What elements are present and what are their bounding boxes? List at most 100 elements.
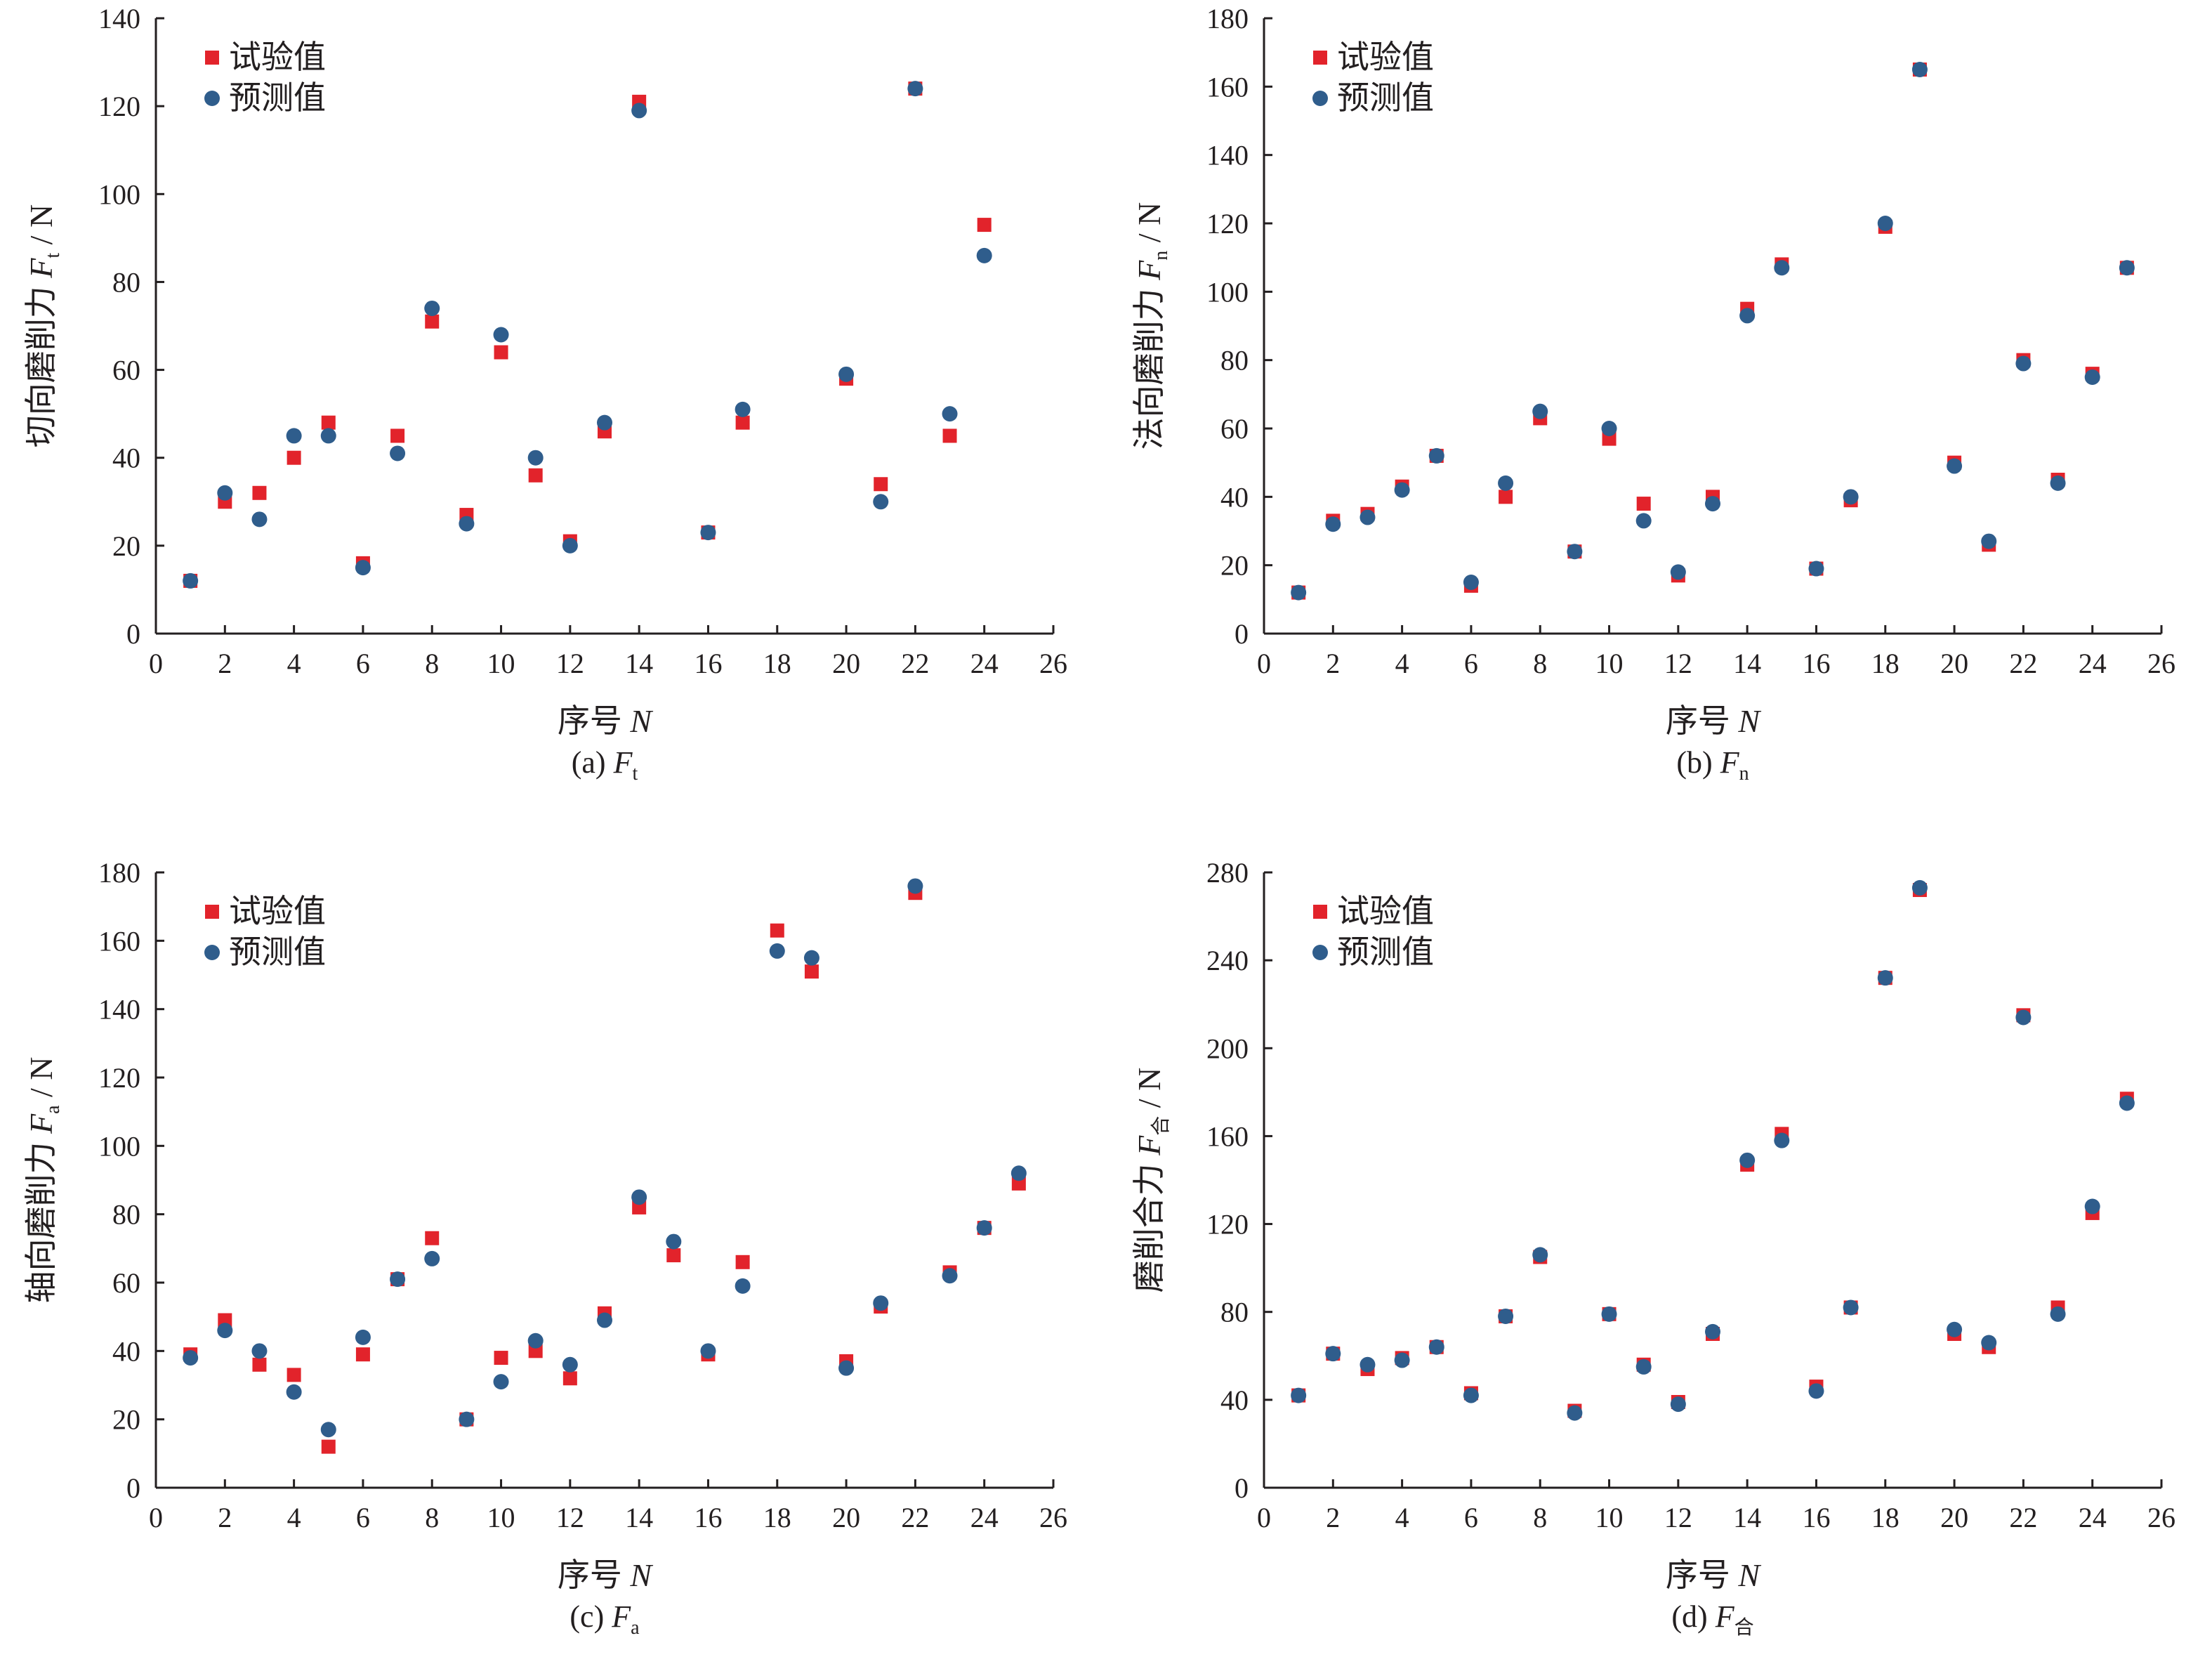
x-tick-label: 0 bbox=[1257, 648, 1271, 679]
data-point-predicted bbox=[1291, 1387, 1307, 1403]
y-tick-label: 280 bbox=[1206, 857, 1249, 889]
data-point-predicted bbox=[942, 1268, 958, 1284]
x-tick-label: 12 bbox=[556, 1502, 584, 1533]
x-tick-label: 10 bbox=[1595, 1502, 1624, 1533]
data-point-predicted bbox=[735, 1278, 751, 1294]
data-point-predicted bbox=[597, 414, 612, 431]
data-point-predicted bbox=[976, 1220, 992, 1236]
data-point-predicted bbox=[562, 1356, 578, 1373]
data-point-experimental bbox=[355, 1347, 370, 1362]
y-tick-label: 80 bbox=[1220, 345, 1249, 376]
x-tick-label: 18 bbox=[1871, 648, 1900, 679]
data-point-predicted bbox=[390, 1271, 406, 1288]
data-point-predicted bbox=[1635, 1358, 1652, 1375]
y-tick-label: 60 bbox=[112, 1267, 140, 1299]
data-point-experimental bbox=[942, 428, 957, 443]
y-tick-label: 120 bbox=[1206, 1209, 1249, 1240]
x-tick-label: 22 bbox=[2009, 648, 2037, 679]
data-point-experimental bbox=[321, 415, 336, 430]
chart-panel-b: 0 2 4 6 8 10 12 14 16 18 20 22 24 2602040608010012014… bbox=[1131, 3, 2175, 785]
data-point-predicted bbox=[735, 401, 751, 417]
data-point-experimental bbox=[252, 485, 267, 500]
data-point-predicted bbox=[1981, 533, 1997, 549]
data-point-predicted bbox=[1947, 1321, 1963, 1337]
data-point-predicted bbox=[527, 1332, 544, 1349]
data-point-experimental bbox=[494, 1351, 508, 1365]
y-tick-label: 140 bbox=[98, 3, 140, 34]
y-tick-label: 240 bbox=[1206, 945, 1249, 976]
data-point-predicted bbox=[562, 537, 578, 554]
data-point-predicted bbox=[320, 1422, 336, 1438]
data-point-predicted bbox=[459, 1411, 475, 1427]
data-point-predicted bbox=[1808, 561, 1824, 577]
data-point-predicted bbox=[1981, 1335, 1997, 1351]
data-point-predicted bbox=[907, 878, 923, 894]
data-point-predicted bbox=[251, 511, 268, 528]
y-tick-label: 0 bbox=[126, 618, 140, 650]
x-tick-label: 20 bbox=[1940, 648, 1968, 679]
y-tick-label: 100 bbox=[1206, 276, 1249, 308]
x-tick-label: 2 bbox=[218, 648, 232, 679]
y-tick-label: 0 bbox=[126, 1472, 140, 1504]
y-tick-label: 80 bbox=[112, 1199, 140, 1231]
legend-marker-experimental bbox=[205, 905, 219, 919]
y-tick-label: 120 bbox=[98, 91, 140, 122]
legend-label-predicted: 预测值 bbox=[229, 934, 326, 970]
data-point-predicted bbox=[803, 950, 819, 966]
x-tick-label: 22 bbox=[2009, 1502, 2037, 1533]
x-tick-label: 14 bbox=[1733, 648, 1761, 679]
data-point-predicted bbox=[1325, 516, 1341, 532]
x-tick-label: 26 bbox=[1039, 648, 1067, 679]
data-point-predicted bbox=[2050, 1306, 2066, 1322]
data-point-predicted bbox=[1463, 575, 1479, 590]
y-tick-label: 160 bbox=[1206, 71, 1249, 103]
y-tick-label: 20 bbox=[112, 1404, 140, 1436]
y-tick-label: 20 bbox=[112, 530, 140, 562]
panel-caption: (a) Ft bbox=[572, 745, 638, 785]
data-point-predicted bbox=[700, 525, 716, 541]
panel-caption: (c) Fa bbox=[570, 1599, 640, 1639]
y-tick-label: 80 bbox=[1220, 1297, 1249, 1328]
y-tick-label: 40 bbox=[112, 443, 140, 474]
data-point-experimental bbox=[1636, 497, 1651, 511]
data-point-predicted bbox=[1428, 1339, 1444, 1355]
x-tick-label: 4 bbox=[287, 648, 301, 679]
data-point-predicted bbox=[1394, 1352, 1410, 1368]
x-tick-label: 8 bbox=[1533, 648, 1547, 679]
data-point-predicted bbox=[286, 1384, 302, 1400]
data-point-predicted bbox=[2119, 1095, 2135, 1111]
x-tick-label: 6 bbox=[356, 1502, 370, 1533]
x-tick-label: 10 bbox=[1595, 648, 1624, 679]
y-axis-title: 磨削合力 F合 / N bbox=[1131, 1068, 1172, 1293]
legend-marker-experimental bbox=[1313, 51, 1327, 65]
x-axis-title: 序号 N bbox=[1666, 703, 1762, 739]
x-axis-title: 序号 N bbox=[558, 703, 654, 739]
y-tick-label: 120 bbox=[1206, 208, 1249, 240]
y-tick-label: 80 bbox=[112, 266, 140, 298]
data-point-predicted bbox=[1774, 260, 1790, 276]
y-axis-title: 法向磨削力 Fn / N bbox=[1131, 202, 1172, 450]
x-tick-label: 16 bbox=[694, 648, 722, 679]
data-point-predicted bbox=[1670, 1396, 1686, 1413]
x-tick-label: 24 bbox=[970, 1502, 999, 1533]
y-tick-label: 200 bbox=[1206, 1033, 1249, 1064]
y-tick-label: 100 bbox=[98, 1130, 140, 1162]
legend-label-experimental: 试验值 bbox=[229, 893, 326, 929]
data-point-predicted bbox=[217, 485, 233, 501]
y-tick-label: 60 bbox=[1220, 413, 1249, 445]
legend-marker-predicted bbox=[1312, 91, 1328, 106]
x-tick-label: 4 bbox=[1395, 648, 1409, 679]
y-axis-title: 切向磨削力 Ft / N bbox=[23, 204, 64, 447]
data-point-experimental bbox=[287, 1368, 301, 1382]
data-point-experimental bbox=[804, 964, 819, 979]
data-point-experimental bbox=[252, 1357, 267, 1372]
data-point-predicted bbox=[1947, 458, 1963, 474]
y-tick-label: 20 bbox=[1220, 550, 1249, 582]
x-tick-label: 6 bbox=[1464, 648, 1478, 679]
data-point-predicted bbox=[631, 1189, 647, 1205]
x-tick-label: 6 bbox=[356, 648, 370, 679]
x-tick-label: 16 bbox=[694, 1502, 722, 1533]
legend-label-experimental: 试验值 bbox=[229, 39, 326, 75]
chart-panel-c: 0 2 4 6 8 10 12 14 16 18 20 22 24 2602040608010012014… bbox=[23, 857, 1067, 1639]
